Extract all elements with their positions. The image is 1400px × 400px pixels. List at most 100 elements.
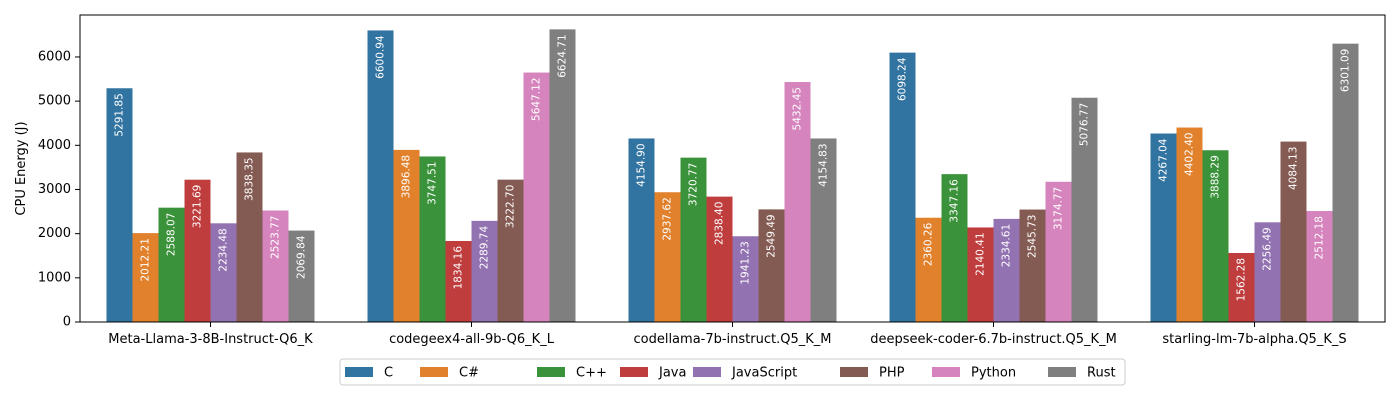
bar-value-label: 1834.16 [453,246,465,290]
bar-value-label: 2334.61 [1001,224,1013,267]
bar-value-label: 4402.40 [1184,133,1196,176]
bar-value-label: 2289.74 [479,226,491,270]
bar-value-label: 3896.48 [401,155,413,198]
bar-value-label: 5647.12 [531,78,543,121]
bar-javascript-2 [732,236,759,322]
bar-value-label: 3747.51 [427,161,439,204]
bar-c-1 [367,30,394,322]
legend-item: Python [932,366,1016,381]
bar-rust-1 [549,29,576,322]
bar-value-label: 2234.48 [218,228,230,271]
legend-swatch [840,367,868,377]
bar-value-label: 2937.62 [662,197,674,240]
bar-value-label: 3347.16 [949,179,961,223]
bar-javascript-3 [993,218,1020,322]
legend-item: C++ [537,366,607,381]
x-tick-label: starling-lm-7b-alpha.Q5_K_S [1162,332,1346,347]
bar-javascript-0 [210,223,237,322]
bar-value-label: 4154.90 [636,143,648,186]
bar-c--2 [654,192,681,322]
bar-value-label: 3888.29 [1210,155,1222,198]
x-tick-label: codellama-7b-instruct.Q5_K_M [633,332,831,347]
bars-layer [106,29,1359,323]
legend-swatch [345,367,373,377]
bar-c--3 [941,174,968,322]
bar-value-label: 3838.35 [244,157,256,200]
x-tick-label: Meta-Llama-3-8B-Instruct-Q6_K [108,332,313,347]
bar-python-0 [262,210,289,322]
y-tick-label: 6000 [38,49,71,64]
bar-c--0 [132,233,159,322]
bar-value-label: 2523.77 [270,216,282,259]
y-tick-label: 2000 [38,226,71,241]
y-axis: 0 1000 2000 3000 4000 5000 6000 [38,49,80,330]
bar-python-3 [1045,181,1072,322]
bar-php-3 [1019,209,1046,322]
bar-value-label: 6600.94 [375,35,387,79]
legend-swatch [1048,367,1076,377]
legend-swatch [420,367,448,377]
bar-php-0 [236,152,263,322]
bar-value-label: 5291.85 [114,93,126,136]
legend: C C# C++ Java JavaScript PHP Python Rust [339,358,1126,386]
bar-c-3 [889,52,916,322]
y-tick-label: 3000 [38,182,71,197]
y-tick-label: 0 [63,315,71,330]
bar-value-label: 5432.45 [792,87,804,130]
bar-rust-3 [1071,97,1098,323]
bar-c--3 [915,217,942,322]
legend-swatch [620,367,648,377]
bar-value-label: 3720.77 [688,163,700,206]
bar-value-label: 3221.69 [192,185,204,228]
bar-value-label: 2512.18 [1314,216,1326,259]
bar-java-3 [967,227,994,322]
x-axis: Meta-Llama-3-8B-Instruct-Q6_K codegeex4-a… [108,322,1347,347]
bar-value-label: 4084.13 [1288,147,1300,190]
legend-item: PHP [840,366,905,381]
bar-value-label: 6624.71 [557,34,569,77]
bar-c--4 [1202,150,1229,322]
bar-javascript-1 [471,220,498,322]
legend-label: Java [658,366,686,381]
bar-php-4 [1280,141,1307,322]
bar-c-4 [1150,133,1177,322]
legend-label: C# [459,366,479,381]
legend-swatch [537,367,565,377]
bar-php-1 [497,179,524,322]
bar-value-label: 2838.40 [714,202,726,245]
bar-rust-4 [1332,43,1359,322]
bar-java-0 [184,179,211,322]
bar-java-4 [1228,252,1255,322]
bar-php-2 [758,209,785,322]
bar-value-label: 2360.26 [923,222,935,266]
legend-item: JavaScript [693,366,797,381]
legend-label: Rust [1087,366,1116,381]
legend-label: C++ [576,366,607,381]
legend-swatch [932,367,960,377]
bar-c--1 [419,156,446,322]
bar-value-label: 4267.04 [1158,138,1170,182]
bar-value-label: 2069.84 [296,235,308,279]
legend-item: Java [620,366,686,381]
bar-value-label: 4154.83 [818,143,830,186]
bar-value-label: 2256.49 [1262,227,1274,270]
bar-value-label: 1941.23 [740,241,752,284]
y-axis-title: CPU Energy (J) [14,121,29,215]
bar-rust-2 [810,138,837,322]
bar-java-2 [706,196,733,322]
bar-python-1 [523,72,550,323]
y-tick-label: 1000 [38,270,71,285]
bar-value-label: 6098.24 [897,57,909,101]
bar-rust-0 [288,230,315,322]
legend-item: C# [420,366,479,381]
bar-javascript-4 [1254,222,1281,322]
legend-swatch [693,367,721,377]
legend-item: C [345,366,393,381]
bar-python-2 [784,82,811,322]
bar-value-label: 2549.49 [766,214,778,257]
bar-value-label: 3222.70 [505,185,517,228]
bar-value-label: 2545.73 [1027,215,1039,258]
x-tick-label: deepseek-coder-6.7b-instruct.Q5_K_M [870,332,1117,347]
bar-c--2 [680,157,707,322]
